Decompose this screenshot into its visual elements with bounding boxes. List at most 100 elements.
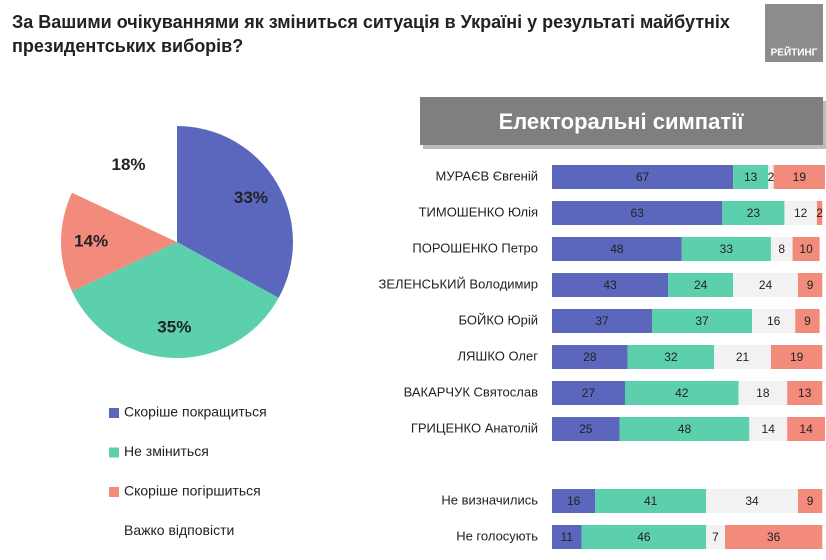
logo-box bbox=[765, 4, 823, 62]
bar-value-label: 67 bbox=[636, 170, 650, 184]
bar-value-label: 14 bbox=[762, 422, 776, 436]
legend-swatch bbox=[109, 487, 119, 497]
bar-segment bbox=[733, 273, 798, 297]
bar-title: Електоральні симпатії bbox=[499, 109, 745, 134]
bar-value-label: 19 bbox=[790, 350, 804, 364]
category-label: Не визначились bbox=[441, 492, 538, 507]
bar-value-label: 12 bbox=[794, 206, 808, 220]
bar-value-label: 9 bbox=[807, 278, 814, 292]
bar-segment bbox=[624, 381, 739, 405]
bar-value-label: 14 bbox=[799, 422, 813, 436]
bar-segment bbox=[733, 165, 769, 189]
bar-value-label: 23 bbox=[747, 206, 761, 220]
bar-value-label: 24 bbox=[694, 278, 708, 292]
bar-value-label: 33 bbox=[720, 242, 734, 256]
bar-segment bbox=[552, 489, 596, 513]
category-label: МУРАЄВ Євгеній bbox=[436, 168, 538, 183]
category-label: ТИМОШЕНКО Юлія bbox=[419, 204, 538, 219]
category-label: ВАКАРЧУК Святослав bbox=[404, 384, 538, 399]
bar-segment bbox=[724, 525, 823, 549]
pie-slice bbox=[60, 192, 178, 292]
logo: РЕЙТИНГ bbox=[771, 46, 818, 59]
bar-segment bbox=[552, 165, 734, 189]
bar-value-label: 32 bbox=[664, 350, 678, 364]
bar-segment bbox=[787, 417, 825, 441]
bar-value-label: 13 bbox=[798, 386, 812, 400]
bar-value-label: 41 bbox=[644, 494, 658, 508]
bar-segment bbox=[581, 525, 707, 549]
bar-segment bbox=[773, 165, 825, 189]
category-label: БОЙКО Юрій bbox=[458, 312, 538, 327]
legend-swatch bbox=[109, 447, 119, 458]
bar-segment bbox=[797, 489, 823, 513]
pie-slice bbox=[177, 126, 293, 298]
bar-value-label: 9 bbox=[804, 314, 811, 328]
bar-value-label: 9 bbox=[807, 494, 814, 508]
bar-value-label: 7 bbox=[712, 530, 719, 544]
bar-value-label: 16 bbox=[767, 314, 781, 328]
bar-segment bbox=[770, 345, 823, 369]
slice-label: 33% bbox=[234, 188, 268, 207]
bar-segment bbox=[770, 237, 793, 261]
bar-value-label: 34 bbox=[745, 494, 759, 508]
bar-segment bbox=[552, 273, 669, 297]
bar-segment bbox=[681, 237, 771, 261]
bar-value-label: 13 bbox=[744, 170, 758, 184]
bar-segment bbox=[749, 417, 788, 441]
bar-segment bbox=[706, 489, 798, 513]
bar-value-label: 27 bbox=[582, 386, 596, 400]
bar-segment bbox=[795, 309, 820, 333]
legend-swatch bbox=[109, 526, 119, 537]
slice-label: 35% bbox=[157, 317, 191, 336]
bar-value-label: 43 bbox=[603, 278, 617, 292]
bar-value-label: 28 bbox=[583, 350, 597, 364]
legend-swatch bbox=[109, 408, 119, 418]
bar-segment bbox=[768, 165, 774, 189]
banner bbox=[420, 97, 823, 145]
bar-value-label: 48 bbox=[610, 242, 624, 256]
pie-slice bbox=[72, 126, 177, 242]
slice-label: 14% bbox=[74, 231, 108, 250]
category-label: Не голосують bbox=[456, 528, 538, 543]
bar-segment bbox=[738, 381, 788, 405]
bar-segment bbox=[552, 345, 628, 369]
bar-segment bbox=[797, 273, 823, 297]
bar-value-label: 2 bbox=[816, 206, 823, 220]
bar-value-label: 2 bbox=[768, 170, 775, 184]
bar-segment bbox=[816, 201, 823, 225]
bar-value-label: 11 bbox=[561, 530, 574, 544]
category-label: ЗЕЛЕНСЬКИЙ Володимир bbox=[379, 276, 538, 291]
bar-segment bbox=[652, 309, 753, 333]
pie-slice bbox=[72, 242, 279, 358]
bar-value-label: 48 bbox=[678, 422, 692, 436]
bar-segment bbox=[552, 525, 582, 549]
bar-segment bbox=[552, 309, 653, 333]
bar-segment bbox=[714, 345, 771, 369]
bar-value-label: 18 bbox=[756, 386, 770, 400]
bar-segment bbox=[792, 237, 820, 261]
bar-segment bbox=[706, 525, 725, 549]
bar-segment bbox=[552, 237, 682, 261]
bar-segment bbox=[627, 345, 715, 369]
bar-segment bbox=[552, 201, 723, 225]
bar-value-label: 37 bbox=[595, 314, 609, 328]
bar-value-label: 8 bbox=[778, 242, 785, 256]
bar-segment bbox=[787, 381, 823, 405]
bar-segment bbox=[552, 381, 625, 405]
legend-label: Не зміниться bbox=[124, 443, 209, 459]
category-label: ЛЯШКО Олег bbox=[457, 348, 538, 363]
bar-value-label: 37 bbox=[695, 314, 709, 328]
bar-value-label: 19 bbox=[793, 170, 807, 184]
slice-label: 18% bbox=[112, 155, 146, 174]
bar-value-label: 25 bbox=[579, 422, 593, 436]
bar-segment bbox=[619, 417, 750, 441]
bar-segment bbox=[752, 309, 796, 333]
bar-segment bbox=[722, 201, 785, 225]
bar-segment bbox=[784, 201, 817, 225]
bar-segment bbox=[668, 273, 734, 297]
bar-value-label: 24 bbox=[759, 278, 773, 292]
category-label: ГРИЦЕНКО Анатолій bbox=[411, 420, 538, 435]
bar-value-label: 16 bbox=[567, 494, 581, 508]
legend-label: Скоріше покращиться bbox=[124, 404, 267, 420]
